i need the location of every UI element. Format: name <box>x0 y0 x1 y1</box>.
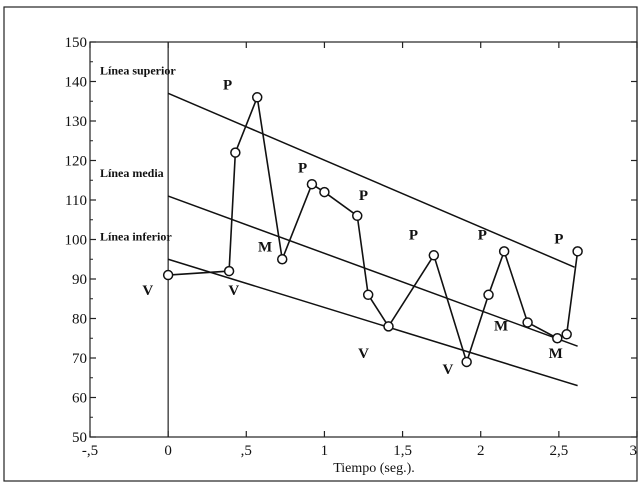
trend-line-label: Línea superior <box>100 63 176 77</box>
x-tick-label: 1 <box>321 443 329 459</box>
y-tick-label: 90 <box>72 272 87 288</box>
annotation-label: P <box>223 77 232 93</box>
data-point <box>383 321 394 332</box>
annotation-label: P <box>409 228 418 244</box>
x-tick-label: 2 <box>477 443 485 459</box>
data-series <box>162 92 583 368</box>
y-tick-label: 80 <box>72 312 87 328</box>
data-point <box>522 317 533 328</box>
outer-border <box>3 6 638 482</box>
y-tick-label: 110 <box>65 193 87 209</box>
data-point <box>276 254 288 265</box>
x-tick-label: 1,5 <box>393 443 412 459</box>
data-point <box>351 210 363 222</box>
annotation-label: P <box>478 228 487 244</box>
annotation-label: M <box>494 318 508 334</box>
trend-line-label: Línea media <box>100 166 164 180</box>
data-point <box>552 333 563 344</box>
trend-lines: Línea superior Línea media Línea inferior <box>100 63 578 387</box>
trend-line <box>167 195 578 347</box>
annotation-label: V <box>358 346 369 362</box>
data-point <box>572 246 583 257</box>
annotation-label: V <box>228 283 239 299</box>
x-tick-label: -,5 <box>82 443 98 459</box>
data-point <box>251 92 263 103</box>
x-tick-label: 3 <box>630 443 638 459</box>
annotation-label: P <box>359 188 368 204</box>
annotations: P P P P P P M M M V V V V <box>142 77 563 377</box>
data-point <box>461 356 472 368</box>
x-tick-label: ,5 <box>241 443 252 459</box>
series-line <box>168 94 579 365</box>
trend-line <box>167 92 575 268</box>
trend-line-label: Línea inferior <box>100 229 172 243</box>
data-point <box>162 269 174 281</box>
annotation-label: V <box>142 283 153 299</box>
trend-line <box>167 258 578 387</box>
data-point <box>483 289 494 301</box>
y-tick-label: 70 <box>72 351 87 367</box>
annotation-label: P <box>554 231 563 247</box>
annotation-label: M <box>549 346 563 362</box>
data-point <box>498 246 510 257</box>
y-tick-label: 50 <box>72 430 87 446</box>
y-tick-label: 120 <box>65 154 88 170</box>
data-point <box>362 289 374 301</box>
annotation-label: V <box>442 362 453 378</box>
data-point <box>306 178 318 190</box>
y-tick-label: 150 <box>65 35 88 51</box>
data-point <box>230 147 241 158</box>
data-point <box>223 265 235 277</box>
annotation-label: P <box>298 160 307 176</box>
y-tick-label: 140 <box>65 75 88 91</box>
y-tick-label: 60 <box>72 391 87 407</box>
x-axis-title: Tiempo (seg.). <box>333 461 415 476</box>
data-point <box>561 329 572 340</box>
y-tick-label: 100 <box>65 233 88 249</box>
x-tick-label: 2,5 <box>549 443 568 459</box>
data-point <box>319 186 330 198</box>
x-tick-label: 0 <box>164 443 172 459</box>
axes: 50 60 70 80 90 100 110 120 130 140 150 -,5 0 ,5 1 1,5 2 2… <box>65 35 638 459</box>
data-point <box>428 250 440 261</box>
annotation-label: M <box>258 239 272 255</box>
y-tick-label: 130 <box>65 114 88 130</box>
